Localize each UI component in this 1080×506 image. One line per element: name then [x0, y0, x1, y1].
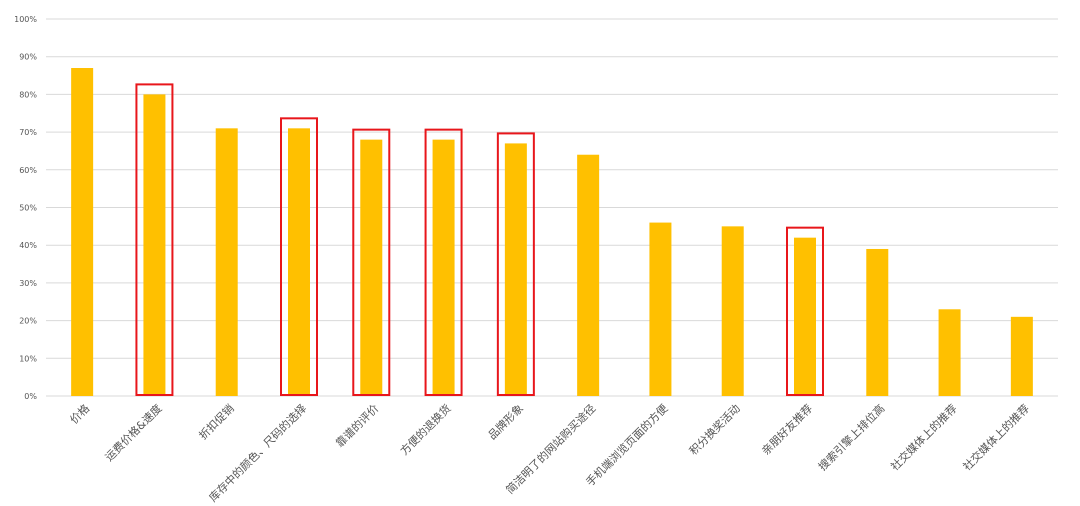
- bar: [794, 237, 816, 396]
- highlight-boxes: [135, 83, 824, 397]
- y-tick-label: 80%: [19, 90, 37, 99]
- y-tick-label: 70%: [19, 128, 37, 137]
- bar: [360, 139, 383, 396]
- y-tick-label: 90%: [19, 53, 37, 62]
- highlight-box: [786, 226, 824, 396]
- x-category-label: 靠谱的评价: [333, 401, 382, 450]
- y-tick-label: 50%: [19, 204, 37, 213]
- x-category-label: 搜索引擎上排位高: [815, 401, 887, 473]
- x-category-label: 社交媒体上的推荐: [960, 401, 1032, 473]
- y-tick-label: 40%: [19, 241, 37, 250]
- highlight-box: [424, 128, 463, 396]
- bar: [649, 222, 672, 396]
- highlight-box: [280, 117, 318, 397]
- bar: [577, 154, 600, 396]
- bar: [215, 128, 238, 396]
- x-category-label: 折扣促销: [196, 401, 237, 442]
- x-category-label: 价格: [67, 401, 92, 426]
- y-tick-label: 10%: [19, 354, 37, 363]
- y-tick-label: 30%: [19, 279, 37, 288]
- bar: [143, 94, 166, 397]
- y-tick-label: 0%: [24, 392, 37, 401]
- x-category-label: 亲朋好友推荐: [759, 401, 816, 458]
- highlight-box: [135, 83, 174, 397]
- y-axis-tick-labels: 0% 10% 20% 30% 40% 50% 60% 70% 80% 90% 100%: [14, 15, 37, 401]
- bar: [721, 226, 744, 396]
- x-category-label: 社交媒体上的推荐: [888, 401, 960, 473]
- x-category-label: 手机端浏览页面的方便: [583, 401, 671, 489]
- y-tick-label: 100%: [14, 15, 37, 24]
- bar: [71, 68, 94, 396]
- y-tick-label: 60%: [19, 166, 37, 175]
- x-category-label: 运费价格&速度: [102, 401, 165, 464]
- bar: [1010, 316, 1033, 396]
- bar: [288, 128, 310, 396]
- highlight-box: [352, 128, 391, 396]
- bar: [432, 139, 455, 396]
- x-category-label: 方便的退换货: [397, 401, 454, 458]
- highlight-box: [496, 132, 535, 396]
- bar: [866, 248, 889, 396]
- x-category-label: 品牌形象: [485, 401, 526, 442]
- bar: [504, 143, 527, 396]
- y-tick-label: 20%: [19, 317, 37, 326]
- bars: [71, 68, 1033, 397]
- x-category-label: 积分换奖活动: [686, 401, 743, 458]
- gridlines: [46, 18, 1058, 397]
- bar: [938, 309, 961, 396]
